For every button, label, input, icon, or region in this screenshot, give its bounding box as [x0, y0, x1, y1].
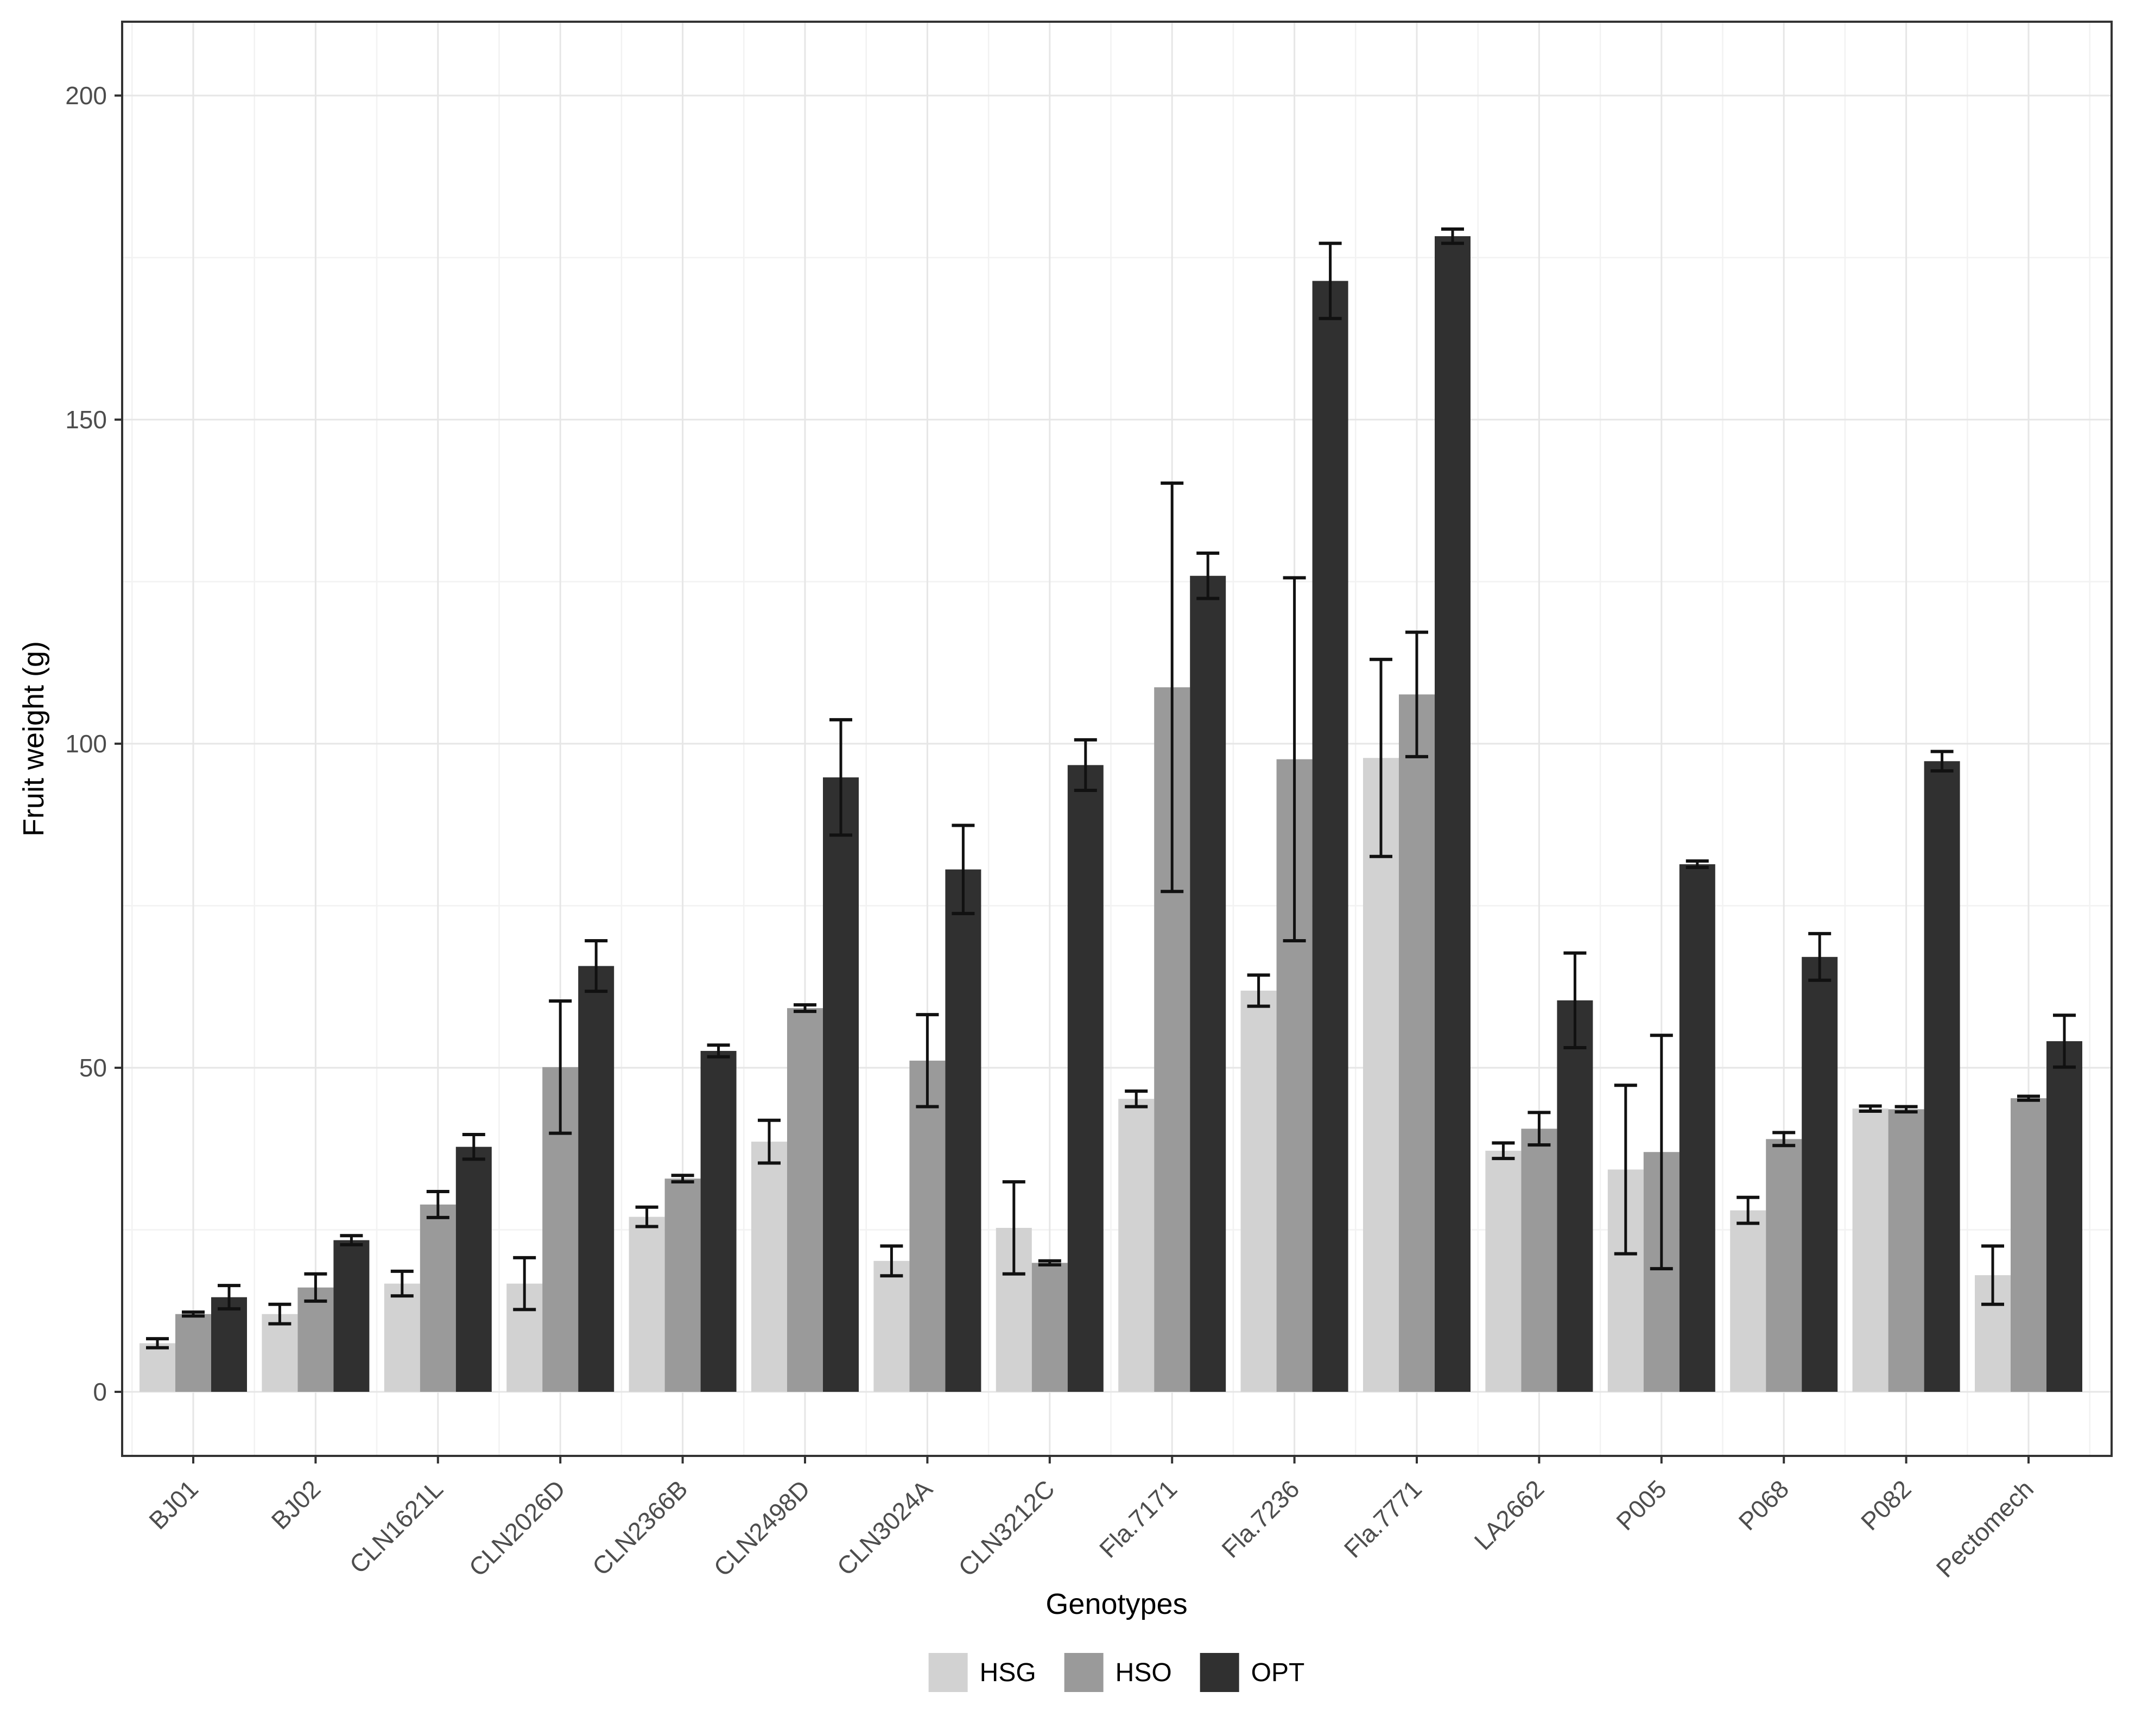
- legend-item-hsg: HSG: [928, 1653, 1036, 1692]
- bar-HSG-BJ01: [140, 1343, 175, 1392]
- panel-border: [121, 21, 2113, 1457]
- bar-HSO-LA2662: [1521, 1129, 1557, 1392]
- bar-HSO-P082: [1888, 1109, 1924, 1392]
- bar-HSO-CLN3212C: [1031, 1263, 1068, 1392]
- bar-OPT-CLN1621L: [455, 1146, 492, 1392]
- bar-HSO-CLN2366B: [664, 1179, 701, 1392]
- bar-HSG-Fla.7236: [1240, 990, 1277, 1392]
- legend-swatch-opt: [1200, 1653, 1239, 1692]
- bar-OPT-Pectomech: [2046, 1041, 2082, 1392]
- legend-label-hsg: HSG: [979, 1658, 1036, 1687]
- bar-HSO-BJ02: [297, 1287, 334, 1392]
- bar-OPT-CLN2366B: [700, 1050, 737, 1392]
- bar-HSG-CLN2366B: [629, 1217, 665, 1392]
- bar-HSG-Fla.7771: [1363, 758, 1399, 1392]
- bar-HSG-P082: [1852, 1108, 1888, 1392]
- legend-label-opt: OPT: [1251, 1658, 1305, 1687]
- legend-item-hso: HSO: [1064, 1653, 1172, 1692]
- x-tick-label-Fla.7771: Fla.7771: [1339, 1474, 1427, 1563]
- legend-item-opt: OPT: [1200, 1653, 1305, 1692]
- bar-HSO-Pectomech: [2011, 1098, 2046, 1392]
- y-tick-label: 150: [65, 406, 107, 434]
- bar-OPT-P068: [1802, 956, 1838, 1392]
- bar-OPT-Fla.7171: [1190, 575, 1226, 1392]
- bar-HSG-P068: [1730, 1210, 1766, 1392]
- legend: HSG HSO OPT: [928, 1653, 1305, 1692]
- legend-label-hso: HSO: [1115, 1658, 1172, 1687]
- bar-HSG-Fla.7171: [1118, 1099, 1155, 1392]
- x-tick-label-Fla.7236: Fla.7236: [1216, 1474, 1304, 1563]
- bar-HSG-CLN1621L: [384, 1283, 420, 1392]
- x-tick-label-BJ02: BJ02: [266, 1474, 326, 1535]
- bar-OPT-Fla.7236: [1312, 281, 1348, 1392]
- bar-HSO-P068: [1766, 1139, 1802, 1392]
- bar-OPT-BJ02: [333, 1240, 370, 1392]
- bar-OPT-LA2662: [1557, 1000, 1593, 1392]
- bar-OPT-CLN3212C: [1067, 765, 1104, 1392]
- bar-OPT-CLN2026D: [578, 966, 614, 1392]
- x-tick-label-CLN3212C: CLN3212C: [953, 1474, 1060, 1582]
- bar-HSG-CLN3024A: [873, 1260, 910, 1392]
- bar-OPT-CLN3024A: [945, 869, 981, 1392]
- x-tick-label-Pectomech: Pectomech: [1931, 1474, 2039, 1582]
- bar-OPT-BJ01: [211, 1297, 247, 1392]
- bar-OPT-P082: [1924, 761, 1960, 1392]
- bar-OPT-Fla.7771: [1435, 236, 1471, 1392]
- x-tick-label-P005: P005: [1611, 1474, 1672, 1536]
- bar-OPT-P005: [1679, 864, 1715, 1392]
- bar-HSG-LA2662: [1485, 1150, 1522, 1392]
- y-axis-title: Fruit weight (g): [17, 641, 50, 837]
- bar-HSO-BJ01: [175, 1314, 211, 1392]
- bar-HSO-CLN1621L: [420, 1204, 456, 1392]
- bar-HSG-CLN2498D: [751, 1142, 787, 1392]
- y-tick-label: 0: [93, 1378, 107, 1406]
- x-tick-label-P082: P082: [1855, 1474, 1917, 1536]
- x-tick-label-CLN1621L: CLN1621L: [344, 1474, 448, 1579]
- x-tick-label-CLN3024A: CLN3024A: [832, 1474, 938, 1581]
- legend-swatch-hsg: [928, 1653, 968, 1692]
- bar-HSG-BJ02: [262, 1314, 298, 1392]
- x-tick-label-CLN2498D: CLN2498D: [708, 1474, 815, 1582]
- bar-OPT-CLN2498D: [823, 777, 859, 1392]
- x-tick-label-P068: P068: [1733, 1474, 1795, 1536]
- x-tick-label-CLN2026D: CLN2026D: [464, 1474, 571, 1582]
- x-tick-label-BJ01: BJ01: [143, 1474, 204, 1535]
- y-tick-label: 200: [65, 81, 107, 110]
- bar-HSO-Fla.7771: [1399, 694, 1435, 1392]
- bar-HSO-CLN3024A: [909, 1060, 946, 1392]
- bar-HSO-CLN2498D: [787, 1008, 823, 1392]
- x-tick-label-Fla.7171: Fla.7171: [1094, 1474, 1182, 1563]
- y-tick-label: 50: [79, 1054, 107, 1082]
- x-tick-label-LA2662: LA2662: [1469, 1474, 1550, 1555]
- x-axis-title: Genotypes: [1045, 1588, 1188, 1620]
- y-tick-label: 100: [65, 730, 107, 758]
- legend-swatch-hso: [1064, 1653, 1104, 1692]
- x-tick-label-CLN2366B: CLN2366B: [587, 1474, 693, 1581]
